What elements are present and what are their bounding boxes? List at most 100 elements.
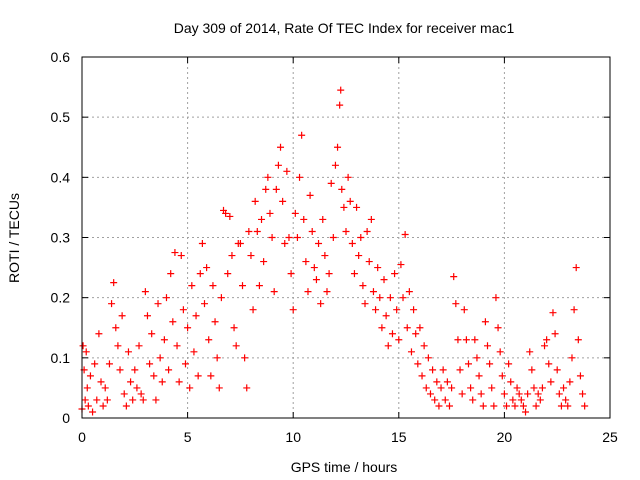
data-point bbox=[167, 270, 175, 278]
data-point bbox=[494, 324, 502, 332]
data-point bbox=[361, 300, 369, 308]
data-point bbox=[384, 342, 392, 350]
data-point bbox=[222, 209, 230, 217]
data-point bbox=[515, 390, 523, 398]
data-point bbox=[308, 227, 316, 235]
data-point bbox=[450, 273, 458, 281]
x-tick-label: 5 bbox=[184, 429, 192, 445]
data-point bbox=[481, 318, 489, 326]
data-point bbox=[401, 230, 409, 238]
data-point bbox=[405, 288, 413, 296]
y-tick-label: 0.6 bbox=[51, 49, 71, 65]
data-point bbox=[319, 215, 327, 223]
data-point bbox=[150, 372, 158, 380]
data-point bbox=[245, 227, 253, 235]
data-point bbox=[541, 342, 549, 350]
data-point bbox=[380, 276, 388, 284]
data-point bbox=[215, 384, 223, 392]
data-point bbox=[496, 348, 504, 356]
data-point bbox=[108, 300, 116, 308]
data-point bbox=[388, 330, 396, 338]
data-point bbox=[513, 384, 521, 392]
data-point bbox=[103, 396, 111, 404]
data-point bbox=[503, 402, 511, 410]
data-point bbox=[437, 384, 445, 392]
data-point bbox=[154, 300, 162, 308]
data-point bbox=[553, 366, 561, 374]
data-point bbox=[127, 378, 135, 386]
data-point bbox=[399, 294, 407, 302]
data-point bbox=[285, 234, 293, 241]
data-point bbox=[576, 372, 584, 380]
y-tick-label: 0.3 bbox=[51, 230, 71, 246]
data-point bbox=[175, 378, 183, 386]
data-point bbox=[538, 384, 546, 392]
data-point bbox=[323, 288, 331, 296]
data-point bbox=[279, 197, 287, 205]
data-point bbox=[543, 336, 551, 344]
data-point bbox=[181, 360, 189, 368]
data-point bbox=[528, 366, 536, 374]
data-point bbox=[551, 330, 559, 338]
data-point bbox=[490, 402, 498, 410]
data-point bbox=[369, 288, 377, 296]
data-point bbox=[137, 390, 145, 398]
data-point bbox=[226, 212, 234, 220]
data-point bbox=[133, 384, 141, 392]
data-point bbox=[452, 300, 460, 308]
data-point bbox=[114, 342, 122, 350]
data-point bbox=[165, 366, 173, 374]
data-point bbox=[545, 360, 553, 368]
data-point bbox=[579, 390, 587, 398]
data-point bbox=[86, 372, 94, 380]
data-point bbox=[152, 396, 160, 404]
data-point bbox=[287, 270, 295, 278]
data-point bbox=[97, 378, 105, 386]
data-point bbox=[188, 282, 196, 290]
data-point bbox=[160, 336, 168, 344]
data-point bbox=[262, 185, 270, 193]
data-point bbox=[560, 384, 568, 392]
data-point bbox=[196, 270, 204, 278]
data-point bbox=[203, 264, 211, 272]
data-point bbox=[260, 258, 268, 266]
data-point bbox=[230, 324, 238, 332]
data-point bbox=[448, 384, 456, 392]
data-point bbox=[429, 366, 437, 374]
data-point bbox=[79, 342, 87, 350]
data-point bbox=[350, 270, 358, 278]
data-point bbox=[581, 402, 589, 410]
data-point bbox=[89, 408, 97, 416]
data-point bbox=[532, 402, 540, 410]
data-point bbox=[129, 396, 137, 404]
y-axis-ticks: 0 0.1 0.2 0.3 0.4 0.5 0.6 bbox=[51, 49, 610, 426]
data-point bbox=[530, 384, 538, 392]
x-axis-ticks: 0 5 10 15 20 25 bbox=[78, 57, 618, 445]
data-point bbox=[239, 282, 247, 290]
data-point bbox=[122, 402, 130, 410]
data-point bbox=[217, 294, 225, 302]
y-tick-label: 0.2 bbox=[51, 290, 71, 306]
data-point bbox=[296, 173, 304, 181]
data-point bbox=[272, 185, 280, 193]
data-point bbox=[243, 384, 251, 392]
data-point bbox=[179, 306, 187, 314]
data-point bbox=[131, 366, 139, 374]
data-point bbox=[118, 312, 126, 320]
data-point bbox=[336, 101, 344, 109]
data-point bbox=[82, 348, 90, 356]
data-point bbox=[420, 342, 428, 350]
data-point bbox=[475, 372, 483, 380]
data-point bbox=[378, 324, 386, 332]
data-point bbox=[112, 324, 120, 332]
data-point bbox=[162, 294, 170, 302]
data-point bbox=[511, 402, 519, 410]
data-point bbox=[251, 197, 259, 205]
data-point bbox=[412, 330, 420, 338]
data-point bbox=[534, 390, 542, 398]
data-point bbox=[414, 360, 422, 368]
data-point bbox=[93, 396, 101, 404]
data-point bbox=[274, 161, 282, 169]
data-point bbox=[224, 270, 232, 278]
data-point bbox=[99, 402, 107, 410]
